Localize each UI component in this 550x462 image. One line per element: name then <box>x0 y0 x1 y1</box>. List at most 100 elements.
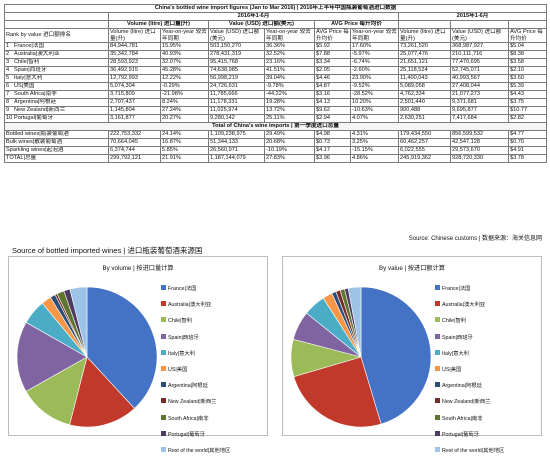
rank-number: 9 <box>6 107 10 114</box>
cell-vol: 36,492,915 <box>108 66 161 75</box>
cell-avg15: $4.43 <box>507 90 548 99</box>
cell-yoy1: 21.91% <box>160 154 209 163</box>
cell-yoy1: 8.24% <box>160 98 209 107</box>
wine-import-table: China's bottled wine import figures (Jan… <box>3 4 548 163</box>
cell-avg: $2.94 <box>314 114 351 123</box>
col-header-yoy-avg: Year-on-year 较去年同期 <box>350 28 399 43</box>
row-label: 4 Spain|西班牙 <box>4 66 109 75</box>
cell-yoy2: 27.83% <box>264 154 315 163</box>
rank-number: 5 <box>6 75 10 82</box>
cell-val15: 27,408,044 <box>450 82 509 91</box>
cell-val: 24,726,631 <box>208 82 265 91</box>
cell-vol: 299,792,121 <box>108 154 161 163</box>
cell-yoy3: -10.63% <box>350 106 399 115</box>
cell-avg: $4.17 <box>314 146 351 155</box>
legend-swatch <box>161 398 166 404</box>
cell-yoy2: 41.51% <box>264 66 315 75</box>
country-rows: 1 France|法国 84,944,781 15.95% 503,150,270 36.… <box>4 42 548 123</box>
country-name: Argentina|阿根廷 <box>14 99 57 106</box>
period-2016: 2016年1-6月 <box>108 12 399 21</box>
cell-yoy2: 32.52% <box>264 50 315 59</box>
cell-yoy1: 20.27% <box>160 114 209 123</box>
row-label: 5 Italy|意大利 <box>4 74 109 83</box>
cell-val: 51,344,133 <box>208 138 265 147</box>
cell-val: 1,109,238,975 <box>208 130 265 139</box>
cell-yoy3: -6.74% <box>350 58 399 67</box>
cell-val15: 77,470,695 <box>450 58 509 67</box>
col-header-yoy-volume: Year-on-year 较去年同期 <box>160 28 209 43</box>
pie-title-value: By value | 按进口额计算 <box>379 265 445 272</box>
cell-yoy3: 4.31% <box>350 130 399 139</box>
country-name: New Zealand|新西兰 <box>14 107 66 114</box>
row-label: 2 Australia|澳大利亚 <box>4 50 109 59</box>
pie-slice <box>69 286 88 358</box>
cell-avg15: $2.82 <box>507 114 548 123</box>
legend-swatch <box>435 382 440 388</box>
legend-label: Rest of the world|其他地区 <box>442 447 505 454</box>
cell-avg15: $5.04 <box>507 42 548 51</box>
pie-slice <box>347 286 362 358</box>
cell-val15: 856,599,532 <box>450 130 509 139</box>
pie-slice <box>25 356 88 426</box>
cell-vol: 3,715,809 <box>108 90 161 99</box>
col-header-rank: Rank by value 进口额排名 <box>4 28 109 43</box>
cell-val: 11,178,331 <box>208 98 265 107</box>
cell-vol15: 25,077,476 <box>398 50 451 59</box>
country-name: France|法国 <box>14 43 45 50</box>
pie-panel-value: By value | 按进口额计算 France|法国 Australia|澳大利… <box>282 256 542 454</box>
legend-label: Argentina|阿根廷 <box>442 383 482 390</box>
cell-yoy1: 5.85% <box>160 146 209 155</box>
cell-val15: 21,077,273 <box>450 90 509 99</box>
cell-vol15: 5,089,058 <box>398 82 451 91</box>
row-label: 10 Portugal|葡萄牙 <box>4 114 109 123</box>
cell-yoy1: 32.07% <box>160 58 209 67</box>
table-row: 9 New Zealand|新西兰 1,145,804 27.24% 11,025,97… <box>4 106 548 115</box>
country-name: Spain|西班牙 <box>14 67 47 74</box>
cell-vol15: 73,261,520 <box>398 42 451 51</box>
total-rows: Bottled wines|瓶装葡萄酒 222,753,332 24.14% 1,10… <box>4 130 548 163</box>
cell-val: 56,998,219 <box>208 74 265 83</box>
legend-swatch <box>435 365 440 371</box>
country-name: Australia|澳大利亚 <box>14 51 60 58</box>
cell-vol: 222,753,332 <box>108 130 161 139</box>
row-label: 6 US|美国 <box>4 82 109 91</box>
cell-avg: $3.16 <box>314 90 351 99</box>
table-row: TOTAL|总量 299,792,121 21.91% 1,187,144,079 27… <box>4 154 548 163</box>
cell-vol15: 60,462,257 <box>398 138 451 147</box>
cell-yoy2: 13.72% <box>264 106 315 115</box>
cell-yoy3: -9.52% <box>350 82 399 91</box>
rank-number: 10 <box>6 115 13 122</box>
pie-slice <box>16 322 88 392</box>
country-name: Chile|智利 <box>14 59 40 66</box>
cell-avg15: $3.60 <box>507 74 548 83</box>
cell-yoy3: -15.15% <box>350 146 399 155</box>
pie-chart-volume <box>16 286 158 428</box>
country-name: US|美国 <box>14 83 35 90</box>
cell-avg15: $4.91 <box>507 146 548 155</box>
legend-swatch <box>435 430 440 436</box>
legend-swatch <box>161 365 166 371</box>
cell-vol15: 2,501,440 <box>398 98 451 107</box>
legend-swatch <box>161 333 166 339</box>
cell-yoy3: 17.60% <box>350 42 399 51</box>
cell-yoy3: -28.52% <box>350 90 399 99</box>
legend-label: Argentina|阿根廷 <box>168 383 208 390</box>
period-2015: 2015年1-6月 <box>397 12 548 21</box>
row-label: 8 Argentina|阿根廷 <box>4 98 109 107</box>
row-label: Sparkling wines|起泡酒 <box>4 146 109 155</box>
rank-number: 6 <box>6 83 10 90</box>
legend-label: Portugal|葡萄牙 <box>442 431 479 438</box>
table-title: China's bottled wine import figures (Jan… <box>3 4 548 13</box>
legend-label: Portugal|葡萄牙 <box>168 431 205 438</box>
legend-swatch <box>161 414 166 420</box>
cell-vol: 1,145,804 <box>108 106 161 115</box>
row-label: 7 South Africa|南非 <box>4 90 109 99</box>
cell-vol: 5,074,304 <box>108 82 161 91</box>
legend-label: Spain|西班牙 <box>168 334 199 341</box>
cell-yoy2: -44.22% <box>264 90 315 99</box>
cell-yoy1: 24.14% <box>160 130 209 139</box>
cell-avg: $2.05 <box>314 66 351 75</box>
table-row: 4 Spain|西班牙 36,492,915 45.28% 74,638,985 41.5… <box>4 66 548 75</box>
cell-yoy1: 12.22% <box>160 74 209 83</box>
cell-val15: 928,720,330 <box>450 154 509 163</box>
